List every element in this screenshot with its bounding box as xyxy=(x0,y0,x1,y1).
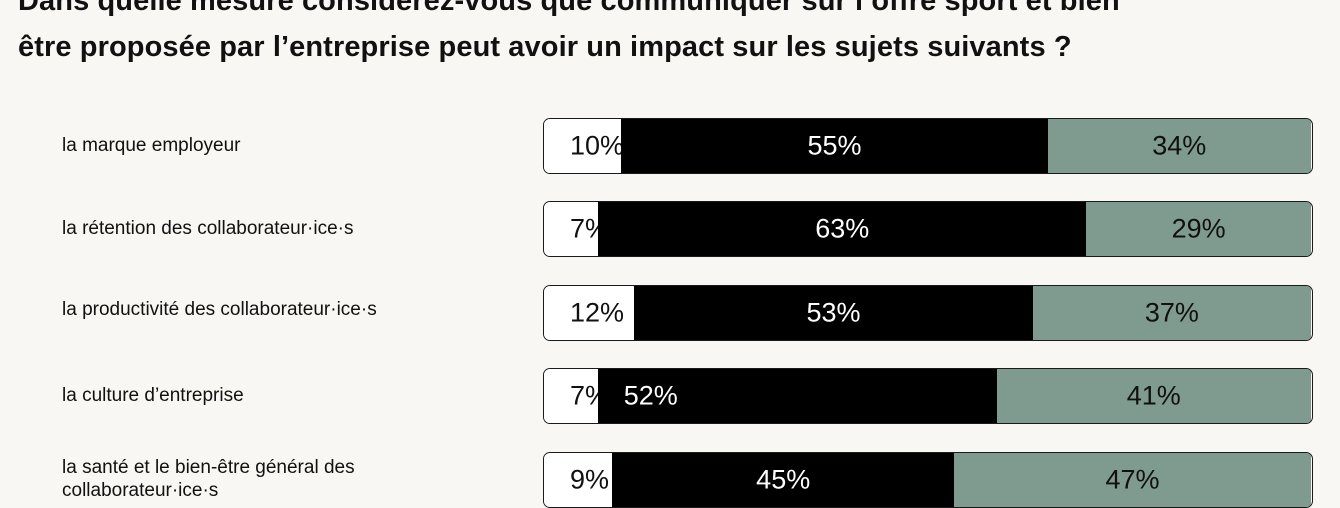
data-label: 34% xyxy=(1152,130,1207,161)
bar-segment: 10% xyxy=(544,119,625,173)
data-label: 12% xyxy=(570,297,625,328)
data-label: 45% xyxy=(756,464,811,495)
bar-segment: 63% xyxy=(598,202,1087,256)
bar-segment: 55% xyxy=(621,119,1048,173)
bar-segment: 12% xyxy=(544,286,635,340)
data-label: 53% xyxy=(806,297,861,328)
stacked-bar: 12% 53% 37% xyxy=(543,285,1313,341)
chart-title-line-2: être proposée par l’entreprise peut avoi… xyxy=(18,31,1072,63)
bar-segment: 41% xyxy=(996,369,1311,423)
stacked-bar: 7% 63% 29% xyxy=(543,201,1313,257)
bar-segment: 52% xyxy=(597,369,997,423)
stacked-bar: 9% 45% 47% xyxy=(543,452,1313,508)
bar-segment: 47% xyxy=(954,453,1311,507)
bar-segment: 37% xyxy=(1032,286,1311,340)
row-label: la productivité des collaborateur·ice·s xyxy=(62,299,377,320)
bar-segment: 34% xyxy=(1047,119,1311,173)
data-label: 47% xyxy=(1105,464,1160,495)
chart-title-line-1: Dans quelle mesure considérez-vous que c… xyxy=(18,0,1120,17)
bar-segment: 7% xyxy=(544,202,609,256)
bar-segment: 7% xyxy=(544,369,609,423)
data-label: 10% xyxy=(570,130,625,161)
bar-segment: 53% xyxy=(634,286,1033,340)
row-label: la santé et le bien-être général des col… xyxy=(62,457,355,501)
row-label: la rétention des collaborateur·ice·s xyxy=(62,218,354,239)
data-label: 52% xyxy=(623,380,678,411)
data-label: 37% xyxy=(1144,297,1199,328)
row-label: la culture d’entreprise xyxy=(62,385,244,406)
bar-segment: 29% xyxy=(1086,202,1311,256)
data-label: 29% xyxy=(1171,213,1226,244)
row-label: la marque employeur xyxy=(62,135,241,156)
chart-title: Dans quelle mesure considérez-vous que c… xyxy=(18,0,1318,70)
bar-segment: 45% xyxy=(612,453,955,507)
data-label: 63% xyxy=(815,213,870,244)
bar-segment: 9% xyxy=(544,453,613,507)
data-label: 9% xyxy=(570,464,610,495)
data-label: 55% xyxy=(807,130,862,161)
stacked-bar: 10% 55% 34% xyxy=(543,118,1313,174)
stacked-bar: 7% 52% 41% xyxy=(543,368,1313,424)
data-label: 41% xyxy=(1126,380,1181,411)
